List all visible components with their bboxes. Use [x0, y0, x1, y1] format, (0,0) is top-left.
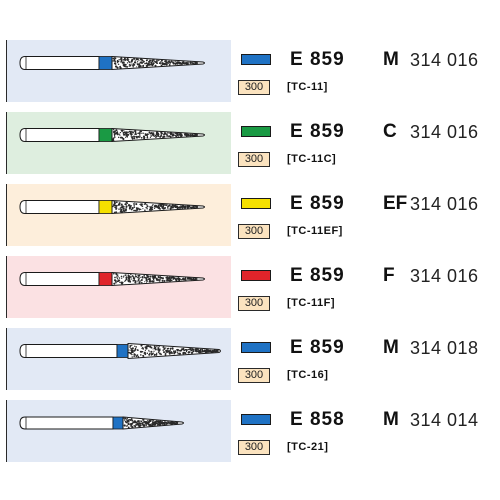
- grit-code: EF: [383, 193, 408, 214]
- series-code: E 859: [290, 49, 345, 70]
- iso-number: 314 016: [410, 50, 479, 70]
- grit-color-swatch: [241, 270, 271, 281]
- grit-code: C: [383, 121, 397, 142]
- series-code: E 859: [290, 265, 345, 286]
- grit-code: M: [383, 49, 399, 70]
- grit-color-swatch: [241, 54, 271, 65]
- reference-code: [TC-11]: [287, 81, 328, 93]
- bur-image-panel: [6, 112, 231, 174]
- pack-quantity-badge: 300: [238, 152, 270, 167]
- grit-color-swatch: [241, 342, 271, 353]
- iso-number: 314 016: [410, 194, 479, 214]
- pack-quantity-badge: 300: [238, 80, 270, 95]
- grit-code: F: [383, 265, 395, 286]
- diamond-bur-illustration: [19, 416, 184, 430]
- pack-quantity-badge: 300: [238, 224, 270, 239]
- pack-quantity-badge: 300: [238, 440, 270, 455]
- iso-number: 314 018: [410, 338, 479, 358]
- bur-image-panel: [6, 184, 231, 246]
- reference-code: [TC-16]: [287, 369, 329, 381]
- pack-quantity-badge: 300: [238, 368, 270, 383]
- grit-color-swatch: [241, 198, 271, 209]
- bur-image-panel: [6, 256, 231, 318]
- iso-number: 314 014: [410, 410, 479, 430]
- grit-code: M: [383, 337, 399, 358]
- product-row: E 859 F 314 016 300 [TC-11F]: [0, 256, 500, 320]
- reference-code: [TC-11EF]: [287, 225, 343, 237]
- product-row: E 859 M 314 018 300 [TC-16]: [0, 328, 500, 392]
- diamond-bur-illustration: [19, 55, 205, 71]
- bur-image-panel: [6, 400, 231, 462]
- bur-image-panel: [6, 328, 231, 390]
- product-row: E 859 C 314 016 300 [TC-11C]: [0, 112, 500, 176]
- grit-code: M: [383, 409, 399, 430]
- reference-code: [TC-11F]: [287, 297, 335, 309]
- diamond-bur-illustration: [19, 342, 221, 360]
- grit-color-swatch: [241, 414, 271, 425]
- diamond-bur-illustration: [19, 271, 205, 287]
- product-row: E 859 M 314 016 300 [TC-11]: [0, 40, 500, 104]
- grit-color-swatch: [241, 126, 271, 137]
- product-row: E 858 M 314 014 300 [TC-21]: [0, 400, 500, 464]
- series-code: E 859: [290, 121, 345, 142]
- series-code: E 859: [290, 337, 345, 358]
- product-row: E 859 EF 314 016 300 [TC-11EF]: [0, 184, 500, 248]
- iso-number: 314 016: [410, 122, 479, 142]
- diamond-bur-illustration: [19, 127, 205, 143]
- reference-code: [TC-21]: [287, 441, 329, 453]
- iso-number: 314 016: [410, 266, 479, 286]
- series-code: E 859: [290, 193, 345, 214]
- bur-image-panel: [6, 40, 231, 102]
- series-code: E 858: [290, 409, 345, 430]
- reference-code: [TC-11C]: [287, 153, 337, 165]
- pack-quantity-badge: 300: [238, 296, 270, 311]
- diamond-bur-illustration: [19, 199, 205, 215]
